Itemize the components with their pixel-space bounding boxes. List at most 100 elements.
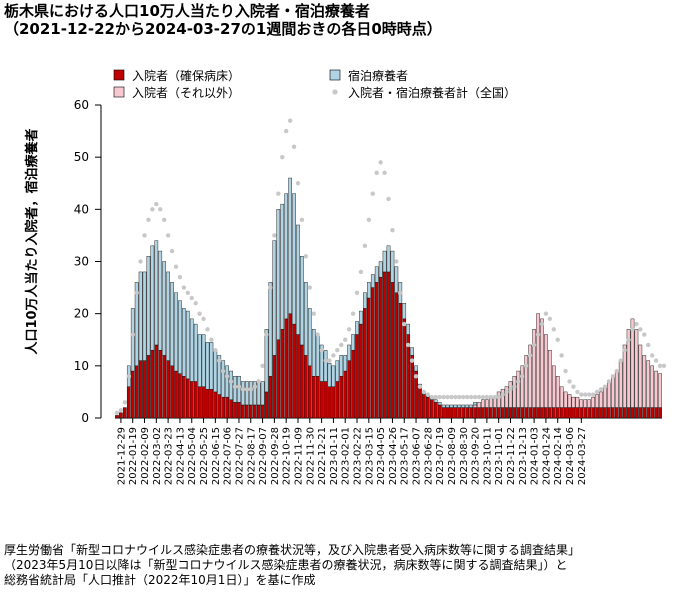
bar-hosp_kakuho bbox=[339, 376, 344, 419]
bar-hosp_other bbox=[587, 399, 592, 408]
bar-hosp_other bbox=[599, 391, 603, 408]
bar-hosp_kakuho bbox=[607, 407, 611, 419]
bar-hosp_other bbox=[634, 329, 639, 408]
national-point bbox=[520, 374, 525, 379]
national-point bbox=[118, 407, 124, 413]
national-point bbox=[649, 353, 655, 358]
bar-hosp_kakuho bbox=[233, 402, 237, 419]
national-point bbox=[165, 233, 171, 238]
x-tick-label: 2022-08-17 bbox=[246, 427, 257, 485]
bar-hosp_kakuho bbox=[630, 407, 635, 419]
national-point bbox=[185, 290, 190, 295]
legend-label-national: 入院者・宿泊療養者計（全国） bbox=[348, 85, 516, 100]
national-point bbox=[264, 332, 269, 337]
bar-hosp_kakuho bbox=[489, 407, 493, 419]
bar-hosp_kakuho bbox=[445, 407, 450, 419]
bar-lodging bbox=[386, 245, 391, 273]
national-point bbox=[421, 389, 427, 395]
bar-hosp_kakuho bbox=[512, 407, 517, 419]
bar-lodging bbox=[465, 404, 470, 408]
bar-lodging bbox=[473, 402, 477, 406]
national-point bbox=[496, 394, 501, 400]
bar-lodging bbox=[441, 404, 446, 408]
national-point bbox=[484, 394, 490, 400]
bar-lodging bbox=[304, 282, 308, 356]
national-point bbox=[646, 342, 651, 348]
bar-hosp_other bbox=[646, 360, 651, 408]
x-tick-label: 2023-08-30 bbox=[459, 427, 470, 485]
bar-lodging bbox=[414, 365, 418, 372]
national-point bbox=[551, 327, 556, 332]
bar-lodging bbox=[390, 250, 395, 283]
bar-lodging bbox=[189, 318, 194, 382]
x-tick-label: 2023-02-01 bbox=[341, 427, 352, 485]
bar-hosp_kakuho bbox=[422, 394, 426, 419]
national-point bbox=[173, 264, 179, 269]
national-point bbox=[256, 379, 261, 384]
bar-hosp_kakuho bbox=[335, 381, 340, 419]
x-tick-label: 2023-07-19 bbox=[435, 427, 446, 485]
bar-hosp_kakuho bbox=[134, 365, 139, 419]
bar-hosp_kakuho bbox=[268, 376, 273, 419]
bar-hosp_kakuho bbox=[540, 407, 544, 419]
national-point bbox=[339, 342, 344, 348]
national-point bbox=[543, 311, 549, 316]
bar-hosp_kakuho bbox=[437, 404, 442, 419]
x-tick-label: 2022-09-28 bbox=[270, 427, 281, 485]
bar-hosp_kakuho bbox=[146, 355, 151, 419]
bar-lodging bbox=[256, 381, 261, 406]
bar-lodging bbox=[347, 344, 351, 361]
bar-hosp_kakuho bbox=[237, 402, 241, 419]
bar-hosp_kakuho bbox=[355, 334, 359, 419]
national-point bbox=[405, 342, 411, 348]
bar-hosp_kakuho bbox=[555, 407, 560, 419]
national-point bbox=[374, 170, 379, 176]
national-point bbox=[366, 217, 372, 222]
bar-hosp_kakuho bbox=[178, 373, 182, 419]
bar-lodging bbox=[205, 342, 210, 390]
bar-lodging bbox=[331, 365, 336, 387]
bar-hosp_kakuho bbox=[158, 349, 163, 419]
bar-hosp_kakuho bbox=[252, 404, 257, 419]
national-point bbox=[547, 316, 553, 322]
bar-hosp_kakuho bbox=[551, 407, 556, 419]
national-point bbox=[441, 394, 446, 400]
bar-hosp_other bbox=[654, 370, 658, 408]
x-tick-label: 2023-10-11 bbox=[482, 427, 493, 485]
national-point bbox=[472, 394, 478, 400]
bar-hosp_kakuho bbox=[433, 402, 438, 419]
national-point bbox=[354, 290, 360, 295]
national-point bbox=[535, 332, 541, 337]
bar-lodging bbox=[233, 376, 237, 403]
bar-hosp_kakuho bbox=[583, 407, 588, 419]
national-point bbox=[445, 394, 450, 400]
national-point bbox=[634, 321, 639, 327]
source-line3: 総務省統計局「人口推計（2022年10月1日）」を基に作成 bbox=[4, 573, 316, 587]
national-point bbox=[287, 118, 293, 123]
national-point bbox=[224, 374, 230, 379]
x-tick-label: 2023-06-28 bbox=[423, 427, 434, 485]
bar-lodging bbox=[241, 381, 245, 406]
bar-hosp_other bbox=[650, 365, 654, 408]
source-line1: 厚生労働省「新型コロナウイルス感染症患者の療養状況等，及び入院患者受入病床数等に… bbox=[4, 543, 581, 557]
national-point bbox=[154, 201, 159, 207]
national-point bbox=[500, 392, 505, 397]
bar-hosp_other bbox=[532, 329, 536, 408]
bar-hosp_kakuho bbox=[284, 318, 289, 419]
national-point bbox=[319, 347, 324, 353]
y-tick-label: 60 bbox=[74, 98, 89, 112]
national-point bbox=[602, 384, 608, 389]
national-point bbox=[291, 144, 297, 149]
x-tick-label: 2023-01-11 bbox=[329, 427, 340, 485]
bar-hosp_other bbox=[512, 376, 517, 408]
national-point bbox=[343, 337, 348, 342]
national-point bbox=[598, 387, 604, 392]
bar-lodging bbox=[150, 245, 155, 351]
bar-hosp_other bbox=[642, 355, 647, 408]
x-tick-label: 2022-11-30 bbox=[305, 427, 316, 485]
national-point bbox=[653, 358, 659, 363]
bar-hosp_kakuho bbox=[528, 407, 532, 419]
bar-hosp_kakuho bbox=[138, 360, 143, 419]
bar-hosp_kakuho bbox=[189, 381, 194, 419]
bar-hosp_other bbox=[638, 344, 643, 408]
